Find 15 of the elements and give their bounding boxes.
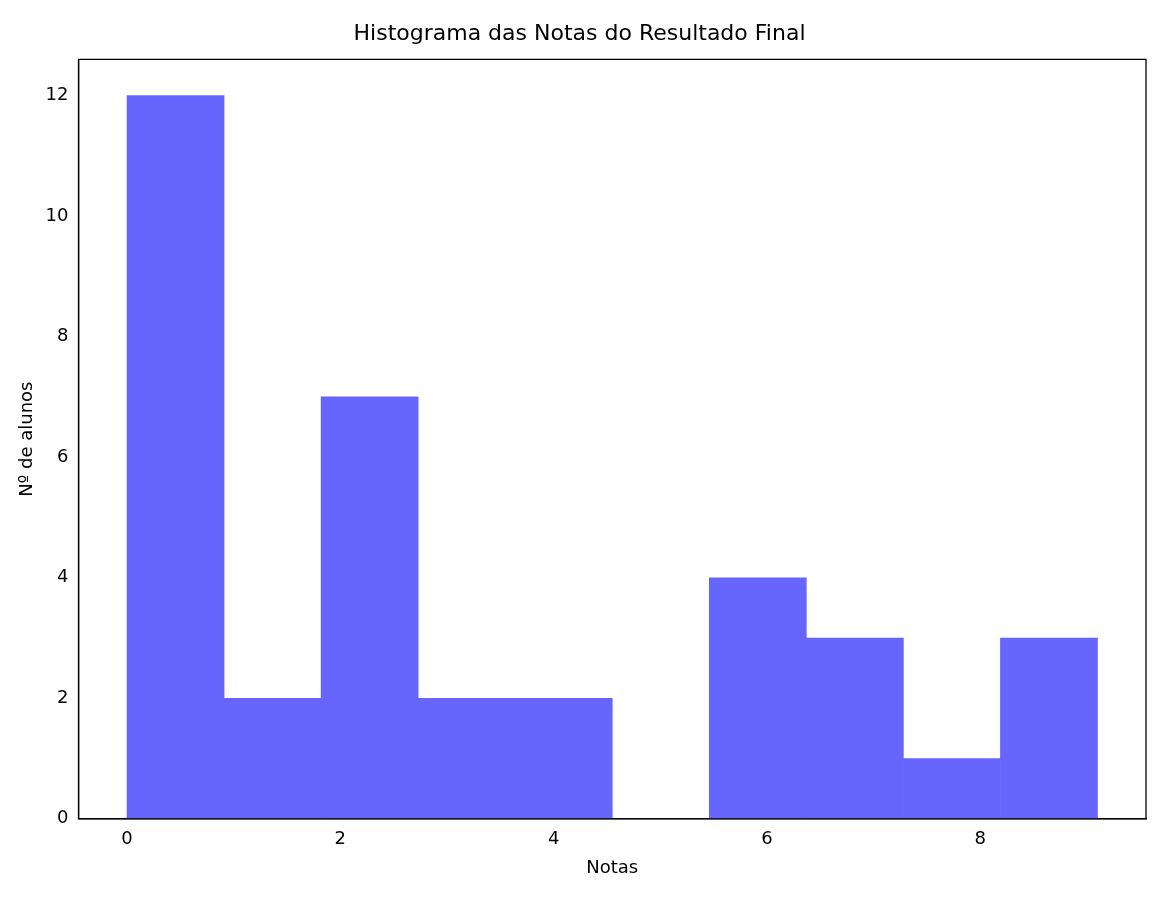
chart-title: Histograma das Notas do Resultado Final: [353, 19, 806, 45]
y-tick-label: 0: [57, 806, 69, 828]
y-tick-label: 2: [57, 685, 69, 707]
x-tick-label: 2: [334, 827, 347, 849]
x-tick-label: 4: [547, 827, 560, 849]
x-tick-label: 0: [121, 827, 133, 849]
x-tick-label: 6: [761, 827, 773, 849]
y-tick-label: 6: [57, 444, 69, 466]
y-tick-label: 12: [45, 83, 69, 105]
y-tick-label: 10: [45, 203, 69, 225]
x-tick-label: 8: [974, 827, 986, 849]
y-axis-title: Nº de alunos: [15, 381, 37, 497]
y-tick-label: 8: [57, 324, 69, 346]
x-axis-title: Notas: [586, 855, 639, 877]
y-tick-label: 4: [57, 565, 69, 587]
